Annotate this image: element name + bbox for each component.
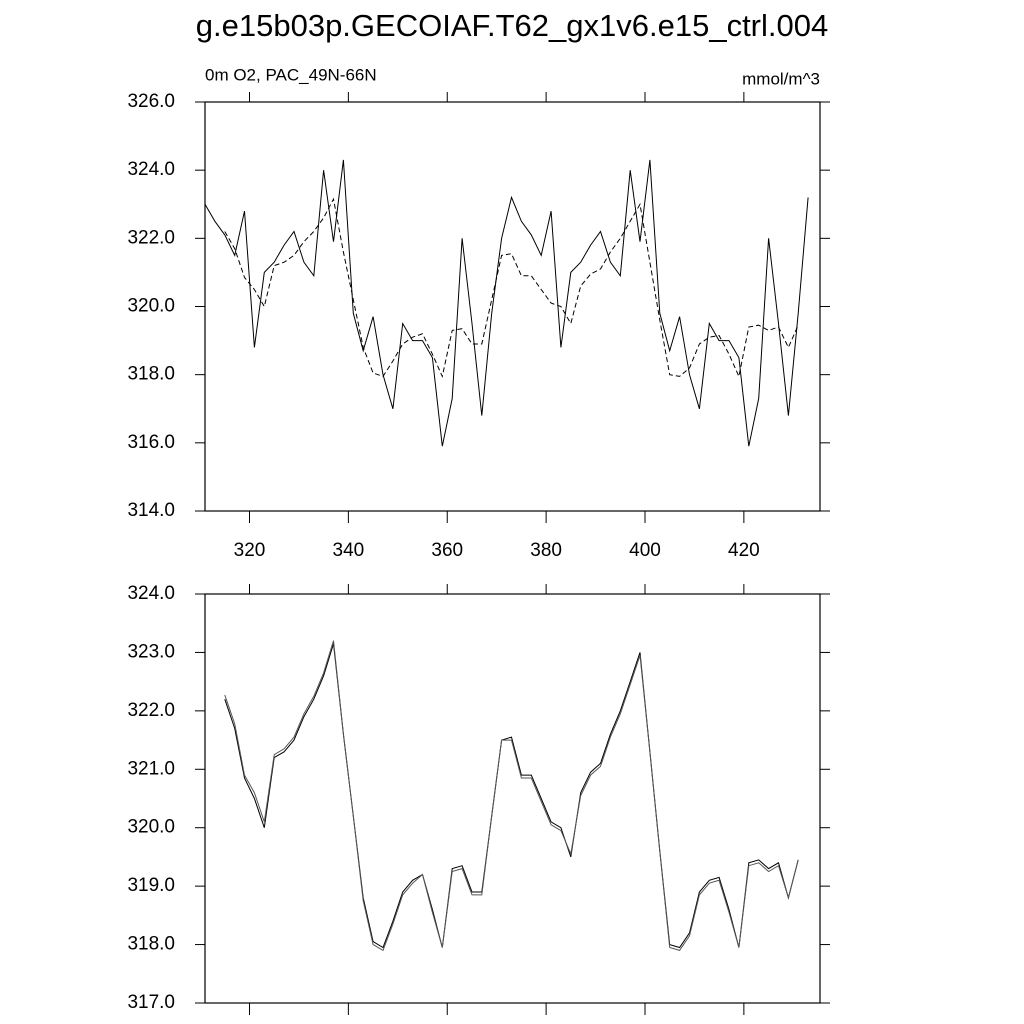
subtitle-right: mmol/m^3 — [742, 69, 820, 88]
y-tick-label: 316.0 — [127, 432, 175, 453]
data-line — [224, 640, 799, 952]
y-tick-label: 324.0 — [127, 583, 175, 604]
data-line — [224, 197, 799, 379]
plot-frame — [204, 101, 821, 512]
y-tick-label: 318.0 — [127, 364, 175, 385]
y-tick-label: 314.0 — [127, 500, 175, 521]
y-tick-label: 317.0 — [127, 992, 175, 1013]
x-tick-label: 400 — [629, 540, 661, 561]
subtitle-left: 0m O2, PAC_49N-66N — [205, 65, 377, 84]
x-tick-label: 320 — [234, 540, 266, 561]
page-title: g.e15b03p.GECOIAF.T62_gx1v6.e15_ctrl.004 — [196, 8, 828, 43]
x-tick-label: 380 — [530, 540, 562, 561]
y-tick-label: 320.0 — [127, 817, 175, 838]
y-tick-label: 322.0 — [127, 700, 175, 721]
y-tick-label: 318.0 — [127, 934, 175, 955]
x-tick-label: 360 — [431, 540, 463, 561]
y-tick-label: 322.0 — [127, 227, 175, 248]
y-tick-label: 320.0 — [127, 296, 175, 317]
y-tick-label: 323.0 — [127, 641, 175, 662]
y-tick-label: 321.0 — [127, 758, 175, 779]
x-tick-label: 420 — [728, 540, 760, 561]
y-tick-label: 326.0 — [127, 91, 175, 112]
data-line — [224, 643, 799, 949]
y-tick-label: 324.0 — [127, 159, 175, 180]
plot-frame — [204, 593, 821, 1004]
y-tick-label: 319.0 — [127, 875, 175, 896]
x-tick-label: 340 — [333, 540, 365, 561]
data-line — [204, 159, 809, 447]
